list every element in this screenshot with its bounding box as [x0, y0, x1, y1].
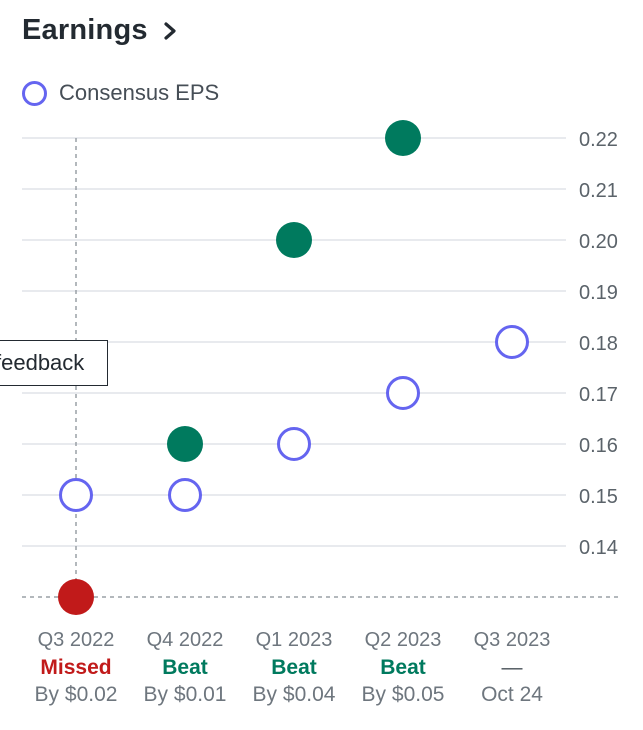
y-tick-label: 0.19 — [579, 282, 618, 304]
earnings-result-label: Beat — [162, 656, 208, 679]
x-tick-label: Q1 2023 — [256, 629, 333, 651]
consensus-eps-point — [386, 376, 420, 410]
x-tick-label: Q3 2023 — [474, 629, 551, 651]
consensus-eps-point — [59, 478, 93, 512]
consensus-eps-point — [168, 478, 202, 512]
consensus-legend-marker-icon — [22, 80, 47, 106]
y-tick-label: 0.16 — [579, 435, 618, 457]
earnings-detail-label: Oct 24 — [481, 683, 543, 706]
earnings-detail-label: By $0.04 — [253, 683, 336, 706]
feedback-button[interactable]: feedback — [0, 340, 108, 386]
y-tick-label: 0.20 — [579, 231, 618, 253]
earnings-result-label: Beat — [380, 656, 426, 679]
earnings-result-label: Beat — [271, 656, 317, 679]
actual-eps-point — [58, 579, 94, 615]
legend-label-consensus: Consensus EPS — [59, 80, 220, 105]
earnings-header-link[interactable]: Earnings — [22, 14, 182, 47]
actual-eps-point — [385, 120, 421, 156]
y-tick-label: 0.22 — [579, 129, 618, 151]
chart-title: Earnings — [22, 14, 148, 46]
y-tick-label: 0.15 — [579, 486, 618, 508]
consensus-eps-point — [495, 325, 529, 359]
y-tick-label: 0.21 — [579, 180, 618, 202]
chevron-right-icon — [164, 21, 176, 40]
earnings-detail-label: By $0.02 — [35, 683, 118, 706]
actual-eps-point — [276, 222, 312, 258]
x-tick-label: Q3 2022 — [38, 629, 115, 651]
actual-eps-point — [167, 426, 203, 462]
earnings-result-label: — — [502, 656, 523, 679]
consensus-eps-point — [277, 427, 311, 461]
y-tick-label: 0.17 — [579, 384, 618, 406]
y-tick-label: 0.18 — [579, 333, 618, 355]
x-tick-label: Q2 2023 — [365, 629, 442, 651]
y-tick-label: 0.14 — [579, 537, 618, 559]
earnings-detail-label: By $0.01 — [144, 683, 227, 706]
chart-legend: Consensus EPS — [22, 80, 219, 106]
x-tick-label: Q4 2022 — [147, 629, 224, 651]
earnings-result-label: Missed — [40, 656, 111, 679]
earnings-detail-label: By $0.05 — [362, 683, 445, 706]
